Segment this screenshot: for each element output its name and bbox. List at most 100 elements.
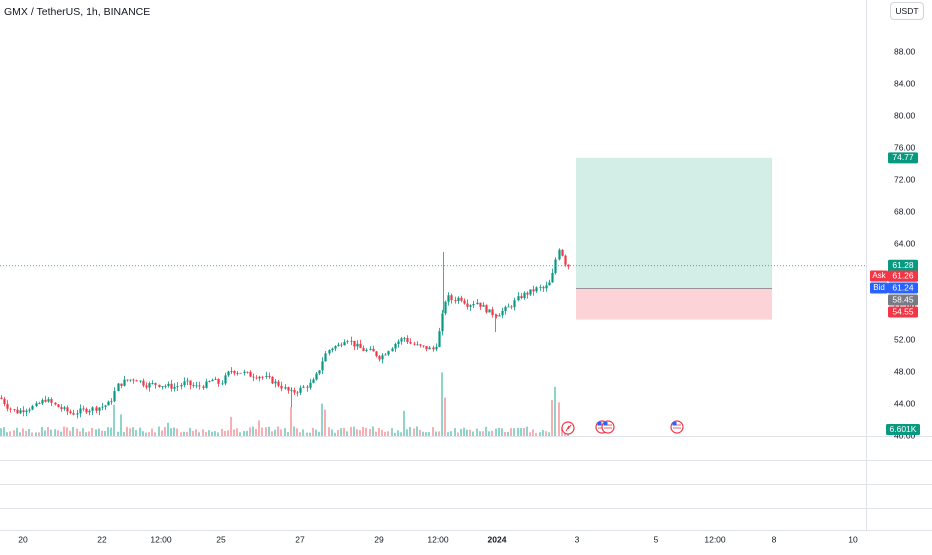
- volume-bar: [158, 426, 160, 436]
- volume-bar: [287, 432, 289, 436]
- volume-bar: [406, 429, 408, 436]
- candle-body: [85, 408, 88, 413]
- candle-body: [435, 346, 438, 350]
- candle-body: [318, 370, 321, 374]
- volume-bar: [176, 428, 178, 436]
- volume-bar: [233, 429, 235, 436]
- volume-bar: [353, 426, 355, 436]
- volume-bar: [529, 432, 531, 436]
- volume-bar: [142, 431, 144, 436]
- volume-bar: [120, 414, 122, 436]
- volume-bar: [539, 432, 541, 436]
- volume-bar: [554, 386, 556, 436]
- currency-button[interactable]: USDT: [890, 2, 924, 20]
- volume-bar: [447, 432, 449, 436]
- volume-bar: [85, 432, 87, 436]
- candle-body: [529, 289, 532, 295]
- candle-body: [195, 385, 198, 387]
- candle-body: [391, 348, 394, 352]
- volume-bar: [227, 430, 229, 436]
- volume-bar: [517, 427, 519, 436]
- candle-body: [98, 407, 101, 411]
- volume-bar: [88, 431, 90, 436]
- candle-body: [57, 404, 60, 408]
- candle-body: [211, 379, 214, 382]
- candle-body: [542, 287, 545, 289]
- us-flag-event-icon-canton: [597, 422, 602, 426]
- candle-body: [66, 407, 69, 412]
- volume-bar: [249, 427, 251, 436]
- candle-body: [510, 306, 513, 308]
- volume-bar: [113, 404, 115, 436]
- volume-bar: [265, 427, 267, 436]
- candle-body: [189, 380, 192, 386]
- volume-bar: [315, 429, 317, 436]
- volume-bar: [438, 431, 440, 436]
- volume-bar: [372, 426, 374, 436]
- volume-bar: [394, 432, 396, 436]
- candle-body: [397, 341, 400, 345]
- volume-bar: [507, 431, 509, 436]
- candle-body: [460, 297, 463, 301]
- candle-body: [167, 383, 170, 386]
- volume-bar: [79, 431, 81, 436]
- volume-bar: [202, 429, 204, 436]
- candle-body: [47, 399, 50, 402]
- volume-bar: [145, 432, 147, 436]
- volume-bar: [126, 426, 128, 436]
- candle-body: [485, 305, 488, 313]
- volume-bar: [6, 432, 8, 436]
- y-tick-label: 52.00: [894, 334, 916, 344]
- candle-body: [328, 350, 331, 354]
- volume-bar: [400, 432, 402, 436]
- volume-bar: [545, 431, 547, 436]
- symbol-title: GMX / TetherUS, 1h, BINANCE: [4, 6, 151, 18]
- candle-body: [513, 300, 516, 308]
- volume-bar: [346, 431, 348, 436]
- volume-bar: [217, 432, 219, 436]
- volume-bar: [246, 430, 248, 436]
- candle-body: [369, 348, 372, 350]
- volume-bar: [69, 430, 71, 436]
- volume-bar: [129, 428, 131, 436]
- volume-bar: [192, 430, 194, 436]
- volume-bar: [526, 426, 528, 436]
- candle-body: [258, 376, 261, 379]
- candle-body: [539, 287, 542, 288]
- candle-body: [35, 403, 38, 407]
- candle-body: [265, 376, 268, 378]
- volume-bar: [41, 426, 43, 436]
- candle-body: [504, 306, 507, 311]
- candle-body: [186, 380, 189, 382]
- volume-bar: [38, 432, 40, 436]
- volume-bar: [561, 427, 563, 436]
- volume-bar: [170, 428, 172, 436]
- volume-bar: [476, 428, 478, 436]
- volume-bar: [16, 427, 18, 436]
- candle-body: [145, 385, 148, 388]
- volume-bar: [413, 428, 415, 436]
- ask-price-tag: [888, 270, 918, 282]
- candle-body: [469, 305, 472, 307]
- volume-bar: [101, 430, 103, 436]
- candle-body: [324, 353, 327, 362]
- volume-bar: [387, 431, 389, 436]
- volume-bar: [57, 430, 59, 436]
- volume-bar: [13, 430, 15, 436]
- volume-bar: [123, 432, 125, 436]
- volume-bar: [460, 428, 462, 436]
- y-tick-label: 84.00: [894, 78, 916, 88]
- volume-bar: [0, 428, 2, 436]
- volume-bar: [340, 428, 342, 436]
- volume-bar: [154, 432, 156, 436]
- candle-body: [457, 297, 460, 302]
- volume-bar: [98, 428, 100, 436]
- volume-bar: [397, 430, 399, 436]
- candle-body: [384, 354, 387, 356]
- candle-body: [28, 409, 31, 411]
- candle-body: [91, 407, 94, 411]
- volume-bar: [542, 430, 544, 436]
- candle-body: [104, 405, 107, 407]
